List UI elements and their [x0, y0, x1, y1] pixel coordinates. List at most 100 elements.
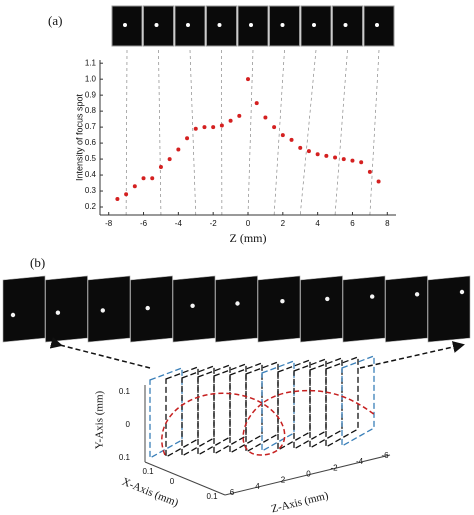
guide-line: [369, 49, 380, 216]
point: [158, 165, 163, 170]
y-tick-label: 0.4: [85, 170, 97, 179]
plot: 0.2 0.3 0.4 0.5 0.6 0.7 0.8 0.9 1.0 1.1 -8 -6 -4 -2 0 2…: [74, 58, 396, 245]
axis: [144, 461, 226, 496]
spot: [10, 312, 16, 318]
spot: [280, 299, 285, 304]
y-axis-title: Intensity of focus spot: [74, 93, 84, 181]
point: [115, 197, 120, 202]
guide-line: [158, 49, 162, 216]
x-tick-label: 0.1: [206, 492, 218, 501]
point: [367, 169, 372, 174]
thumbnail: [172, 275, 216, 343]
y-tick-label: 0.3: [85, 186, 97, 195]
trajectory: [161, 389, 376, 456]
z-axis-title: Z-Axis (mm): [270, 490, 330, 515]
z-tick-label: 4: [255, 482, 260, 491]
z-tick-label: 2: [281, 476, 286, 485]
plane: [277, 359, 311, 452]
plane: [213, 363, 247, 456]
point: [193, 126, 198, 131]
spot: [459, 289, 465, 295]
y-tick-label: 0: [126, 420, 131, 429]
point: [167, 157, 172, 162]
point: [350, 158, 355, 163]
spot: [55, 310, 61, 315]
x-tick-label: 0.1: [142, 467, 154, 476]
x-tick-label: 6: [350, 219, 355, 228]
point: [315, 152, 320, 157]
y-tick-label: 0.7: [85, 122, 97, 131]
y-tick-label: 1.1: [85, 58, 97, 67]
guide-line: [125, 49, 128, 216]
x-tick-label: -6: [140, 219, 148, 228]
thumbnails-b: [2, 275, 471, 343]
thumbnail: [215, 275, 258, 343]
thumbnail: [237, 5, 269, 47]
point: [150, 176, 155, 181]
point: [324, 153, 329, 158]
thumbnail: [143, 5, 174, 47]
plane: [309, 357, 343, 450]
x-tick-label: 0: [170, 477, 175, 486]
thumbnail: [332, 5, 363, 47]
axis: [224, 454, 391, 496]
z-tick-label: 6: [230, 488, 235, 497]
y-tick-label: 0.2: [85, 202, 97, 211]
point: [333, 155, 338, 160]
point: [185, 136, 190, 141]
y-tick-label: 0.6: [85, 138, 97, 147]
spot: [280, 23, 285, 27]
spot: [190, 303, 195, 308]
spot: [100, 308, 106, 313]
thumbnail: [342, 275, 386, 343]
spot: [154, 23, 159, 27]
point: [359, 160, 364, 165]
thumbnail: [87, 275, 131, 343]
spot: [217, 23, 222, 27]
z-tick-label: 0: [306, 470, 311, 479]
point: [280, 133, 285, 138]
point: [298, 145, 303, 150]
thumbnail: [174, 5, 206, 47]
thumbnail: [427, 275, 471, 343]
thumbnail: [111, 5, 143, 47]
point: [246, 77, 250, 82]
point: [254, 101, 259, 106]
x-tick-label: 0: [246, 219, 251, 228]
panel-label: (a): [48, 13, 62, 28]
point: [272, 125, 277, 130]
y-tick-label: 1.0: [85, 74, 97, 83]
spot: [249, 23, 253, 27]
plane: [181, 365, 215, 458]
plane: [325, 356, 359, 449]
panel-label: (b): [30, 255, 45, 270]
point: [306, 149, 311, 154]
y-tick-label: 0.1: [119, 453, 131, 462]
z-tick-label: -4: [356, 457, 364, 466]
plane: [229, 362, 263, 455]
x-tick-label: 4: [315, 219, 320, 228]
spot: [375, 23, 379, 27]
spot: [370, 294, 375, 299]
point: [237, 113, 242, 118]
guide-line: [334, 49, 348, 216]
thumbnail: [257, 275, 301, 343]
spot: [343, 23, 348, 27]
spot: [235, 301, 240, 306]
x-tick-label: -8: [105, 219, 113, 228]
arrow: [359, 341, 465, 369]
y-tick-label: 0.9: [85, 90, 97, 99]
thumbnail: [206, 5, 237, 47]
x-tick-label: 2: [281, 219, 286, 228]
point: [376, 179, 381, 184]
spot: [186, 23, 190, 27]
y-tick-label: 0.8: [85, 106, 97, 115]
x-axis-title: Z (mm): [230, 231, 267, 245]
y-tick-label: 0.1: [119, 387, 131, 396]
plane: [341, 355, 375, 448]
thumbnails-a: [111, 5, 395, 216]
thumbnail: [269, 5, 300, 47]
point: [289, 137, 294, 142]
point: [141, 176, 146, 181]
